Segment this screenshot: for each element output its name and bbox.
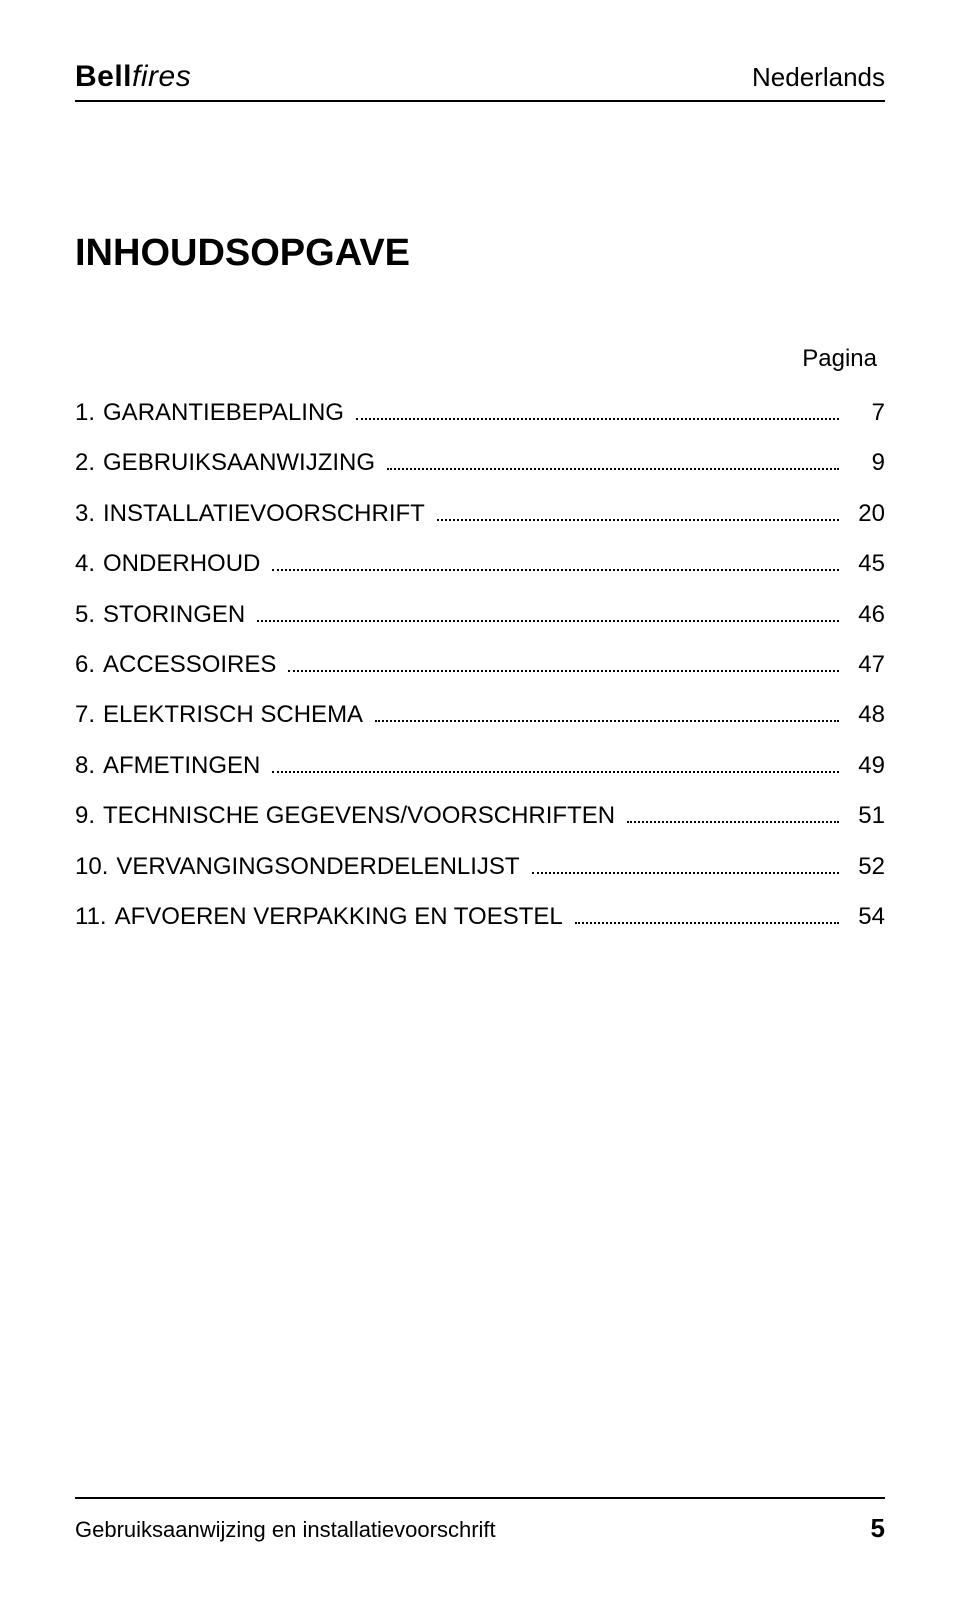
- toc-dot-leader: [288, 670, 839, 672]
- toc-row: 11.AFVOEREN VERPAKKING EN TOESTEL 54: [75, 901, 885, 933]
- toc-entry-label: VERVANGINGSONDERDELENLIJST: [116, 851, 525, 883]
- toc-row: 6.ACCESSOIRES 47: [75, 649, 885, 681]
- toc-entry-label: INSTALLATIEVOORSCHRIFT: [103, 498, 431, 530]
- toc-dot-leader: [375, 720, 839, 722]
- toc-row: 5.STORINGEN 46: [75, 599, 885, 631]
- toc-entry-page: 54: [845, 901, 885, 933]
- toc-row: 9.TECHNISCHE GEGEVENS/VOORSCHRIFTEN 51: [75, 800, 885, 832]
- toc-entry-label: TECHNISCHE GEGEVENS/VOORSCHRIFTEN: [103, 800, 621, 832]
- toc-entry-page: 49: [845, 750, 885, 782]
- toc-entry-number: 3.: [75, 498, 103, 530]
- page-header: Bellfires Nederlands: [75, 60, 885, 102]
- toc-row: 2.GEBRUIKSAANWIJZING 9: [75, 447, 885, 479]
- toc-dot-leader: [437, 519, 839, 521]
- toc-entry-page: 52: [845, 851, 885, 883]
- document-title: INHOUDSOPGAVE: [75, 232, 885, 275]
- toc-entry-page: 45: [845, 548, 885, 580]
- toc-dot-leader: [356, 418, 839, 420]
- toc-entry-number: 4.: [75, 548, 103, 580]
- toc-entry-page: 20: [845, 498, 885, 530]
- toc-dot-leader: [272, 569, 839, 571]
- toc-entry-page: 47: [845, 649, 885, 681]
- footer-text: Gebruiksaanwijzing en installatievoorsch…: [75, 1517, 496, 1543]
- toc-entry-number: 7.: [75, 699, 103, 731]
- toc-dot-leader: [532, 872, 839, 874]
- toc-dot-leader: [257, 620, 839, 622]
- toc-row: 1.GARANTIEBEPALING 7: [75, 397, 885, 429]
- brand-logo: Bellfires: [75, 60, 191, 94]
- toc-entry-label: GARANTIEBEPALING: [103, 397, 350, 429]
- toc-entry-label: GEBRUIKSAANWIJZING: [103, 447, 381, 479]
- toc-entry-page: 9: [845, 447, 885, 479]
- toc-entry-number: 11.: [75, 901, 115, 933]
- toc-dot-leader: [627, 821, 839, 823]
- toc-row: 3.INSTALLATIEVOORSCHRIFT 20: [75, 498, 885, 530]
- brand-italic: fires: [132, 60, 191, 93]
- toc-entry-number: 1.: [75, 397, 103, 429]
- toc-entry-label: ACCESSOIRES: [103, 649, 282, 681]
- toc-entry-page: 46: [845, 599, 885, 631]
- toc-entry-label: AFVOEREN VERPAKKING EN TOESTEL: [115, 901, 569, 933]
- toc-entry-page: 48: [845, 699, 885, 731]
- toc-entry-number: 5.: [75, 599, 103, 631]
- toc-entry-label: ELEKTRISCH SCHEMA: [103, 699, 369, 731]
- toc-entry-label: STORINGEN: [103, 599, 251, 631]
- toc-row: 7.ELEKTRISCH SCHEMA 48: [75, 699, 885, 731]
- toc-entry-label: AFMETINGEN: [103, 750, 266, 782]
- toc-entry-number: 6.: [75, 649, 103, 681]
- toc-entry-page: 51: [845, 800, 885, 832]
- toc-entry-number: 10.: [75, 851, 116, 883]
- toc-dot-leader: [575, 922, 839, 924]
- brand-bold: Bell: [75, 60, 132, 93]
- footer-page-number: 5: [871, 1513, 885, 1544]
- page-footer: Gebruiksaanwijzing en installatievoorsch…: [75, 1497, 885, 1544]
- language-label: Nederlands: [752, 62, 885, 93]
- toc-row: 8.AFMETINGEN 49: [75, 750, 885, 782]
- toc-entry-number: 9.: [75, 800, 103, 832]
- toc-entry-number: 8.: [75, 750, 103, 782]
- toc-row: 4.ONDERHOUD 45: [75, 548, 885, 580]
- toc-row: 10.VERVANGINGSONDERDELENLIJST 52: [75, 851, 885, 883]
- toc-entry-page: 7: [845, 397, 885, 429]
- toc-entry-number: 2.: [75, 447, 103, 479]
- toc-column-header: Pagina: [75, 345, 885, 373]
- toc-dot-leader: [272, 771, 839, 773]
- toc-dot-leader: [387, 468, 839, 470]
- table-of-contents: 1.GARANTIEBEPALING 7 2.GEBRUIKSAANWIJZING 9…: [75, 397, 885, 933]
- toc-entry-label: ONDERHOUD: [103, 548, 266, 580]
